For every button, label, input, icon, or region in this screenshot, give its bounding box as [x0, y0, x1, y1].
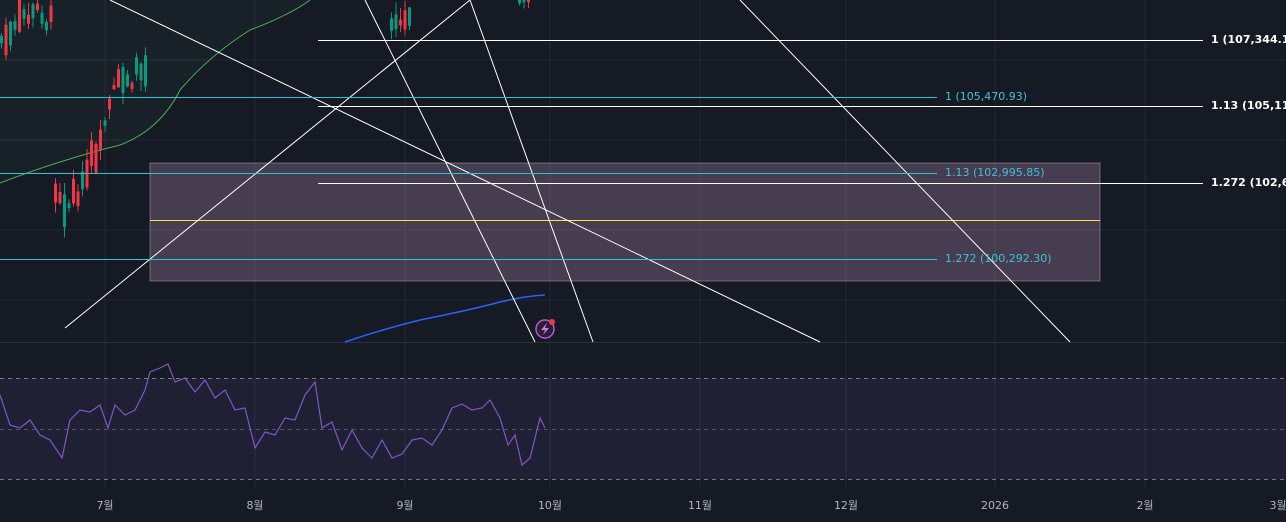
time-label: 10월 [538, 499, 562, 512]
zone-box [149, 162, 1101, 282]
candle-body [121, 66, 125, 94]
candle-body [4, 24, 8, 56]
candle-body [94, 143, 98, 173]
candle-body [72, 178, 75, 204]
candle-body [408, 7, 411, 26]
candle-body [54, 183, 57, 203]
grid [0, 0, 1286, 490]
candle-body [112, 85, 116, 90]
rsi-levels [0, 378, 1286, 480]
candle-body [126, 74, 129, 87]
candle-body [522, 0, 526, 3]
candle-body [518, 0, 521, 4]
candle-body [13, 21, 17, 30]
candle-body [527, 0, 530, 3]
time-label: 7월 [96, 499, 113, 512]
fib-lines [0, 97, 937, 260]
candle-body [31, 4, 35, 19]
price-label: 1.13 (105,117 [1211, 99, 1286, 112]
candle-body [40, 12, 44, 24]
time-label: 12월 [834, 499, 858, 512]
candle-body [394, 14, 398, 30]
candle-body [36, 3, 39, 10]
price-label: 1.272 (102,684 [1211, 176, 1286, 189]
time-label: 2026 [981, 499, 1009, 512]
candle-body [117, 69, 120, 88]
candle-body [9, 21, 12, 46]
candle-body [49, 5, 53, 22]
candle-body [45, 22, 48, 31]
time-label: 9월 [396, 499, 413, 512]
moving-average-long [344, 294, 546, 343]
fib-label: 1 (105,470.93) [945, 90, 1027, 103]
candle-body [135, 57, 138, 75]
time-label: 2월 [1136, 499, 1153, 512]
candle-body [63, 194, 66, 228]
candle-body [399, 19, 402, 26]
time-label: 11월 [688, 499, 712, 512]
fib-label: 1.13 (102,995.85) [945, 166, 1045, 179]
candle-body [108, 98, 111, 110]
candle-body [18, 0, 21, 32]
time-axis: 7월 8월 9월 10월 11월 12월 2026 2월 3월 [96, 499, 1286, 512]
candle-body [0, 35, 3, 44]
candle-body [90, 140, 93, 166]
candle-body [81, 171, 84, 190]
candle-body [403, 10, 407, 30]
candle-body [103, 120, 107, 126]
fib-label: 1.272 (100,292.30) [945, 252, 1052, 265]
event-icon[interactable] [535, 319, 555, 339]
price-lines [318, 40, 1203, 184]
rsi-line [0, 363, 546, 467]
time-label: 3월 [1269, 499, 1286, 512]
candle-body [58, 192, 62, 204]
candle-body [76, 191, 80, 207]
candle-body [67, 203, 71, 208]
candle-body [390, 18, 393, 31]
trend-lines [64, 0, 1071, 343]
rsi-band [0, 378, 1286, 479]
candle-body [144, 55, 147, 87]
candle-body [27, 14, 30, 24]
candle-body [22, 9, 26, 19]
candles [0, 0, 530, 238]
candle-body [139, 63, 143, 81]
moving-average [0, 0, 311, 184]
price-label: 1 (107,344.19) [1211, 33, 1286, 46]
ma-fill [0, 0, 310, 183]
candle-body [130, 82, 134, 89]
candle-body [99, 129, 102, 150]
time-label: 8월 [246, 499, 263, 512]
